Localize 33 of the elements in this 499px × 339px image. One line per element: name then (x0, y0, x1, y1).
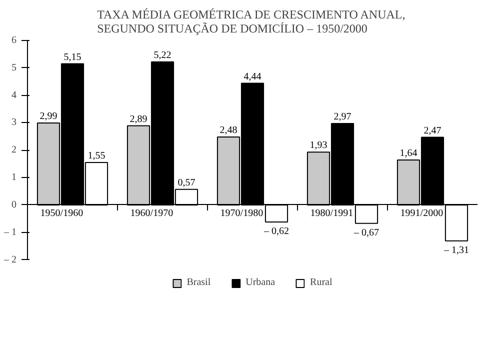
y-tick-label: – 1 (3, 226, 16, 238)
data-label: 2,47 (424, 125, 442, 136)
x-tick-label: 1980/1991 (310, 208, 354, 219)
data-label: 2,99 (40, 111, 58, 122)
y-tick-label: – 2 (3, 254, 16, 266)
data-label: 1,93 (310, 140, 328, 152)
data-label: 5,15 (64, 52, 82, 63)
data-label: – 0,62 (263, 226, 289, 237)
y-tick-label: 5 (12, 62, 16, 74)
data-label: – 1,31 (443, 244, 469, 256)
y-tick-label: 0 (12, 199, 16, 210)
x-tick-label: 1970/1980 (220, 208, 264, 219)
data-label: 2,97 (334, 112, 352, 123)
legend-label: Urbana (246, 277, 276, 288)
chart-title: TAXA MÉDIA GEOMÉTRICA DE CRESCIMENTO ANUAL, SEGUNDO SITUAÇÃO DE DOMICÍLIO – 1950/2000 (97, 8, 406, 36)
data-label: – 0,67 (353, 227, 379, 238)
x-tick-label: 1950/1960 (40, 208, 84, 219)
y-tick-label: 1 (12, 172, 16, 184)
x-tick-label: 1991/2000 (400, 208, 444, 219)
data-label: 1,55 (88, 150, 106, 162)
y-tick-label: 3 (12, 117, 16, 128)
data-label: 0,57 (178, 177, 196, 188)
y-tick-label: 2 (12, 144, 16, 156)
data-label: 2,89 (130, 114, 148, 125)
x-tick-label: 1960/1970 (130, 208, 174, 219)
data-label: 5,22 (154, 50, 172, 61)
y-tick-label: 6 (12, 35, 16, 46)
y-tick-label: 4 (12, 90, 16, 101)
data-label: 1,64 (400, 148, 418, 160)
data-label: 4,44 (244, 71, 262, 82)
legend-label: Rural (310, 277, 332, 288)
legend-label: Brasil (186, 277, 211, 288)
data-label: 2,48 (220, 124, 238, 136)
